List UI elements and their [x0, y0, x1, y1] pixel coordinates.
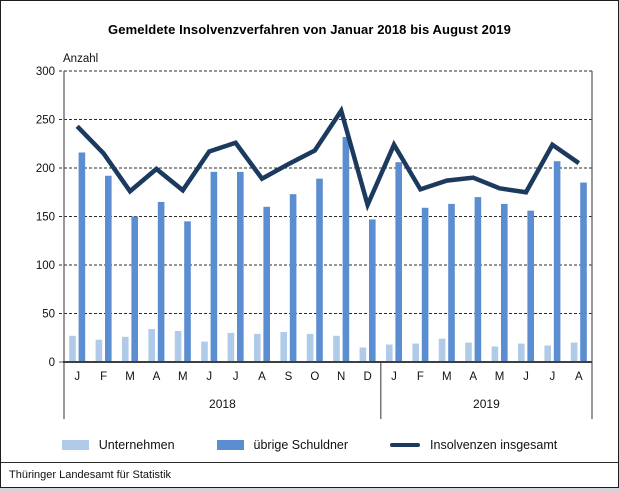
bar-uebrige-schuldner [78, 152, 86, 362]
legend: Unternehmen übrige Schuldner Insolvenzen… [1, 438, 618, 452]
x-month-label: O [310, 371, 319, 383]
bar-unternehmen [227, 332, 235, 362]
bar-unternehmen [148, 329, 155, 362]
y-tick-label: 200 [36, 163, 55, 175]
bar-uebrige-schuldner [527, 210, 534, 362]
bar-unternehmen [174, 330, 182, 362]
total-line [75, 105, 581, 212]
y-tick-label: 0 [49, 357, 55, 369]
x-month-label: A [469, 371, 477, 383]
bar-uebrige-schuldner [316, 178, 323, 362]
x-month-label: D [363, 371, 371, 383]
legend-item-insolvenzen-insgesamt: Insolvenzen insgesamt [390, 438, 557, 452]
x-month-label: A [575, 371, 583, 383]
bar-uebrige-schuldner [395, 162, 402, 362]
bar-uebrige-schuldner [184, 221, 191, 362]
x-year-label: 2018 [209, 397, 236, 411]
legend-label-unternehmen: Unternehmen [98, 438, 175, 452]
y-axis-unit-label: Anzahl [63, 53, 99, 65]
x-month-label: M [125, 371, 135, 383]
uebrige-schuldner-swatch-icon [216, 440, 244, 450]
x-month-label: F [100, 371, 107, 383]
bar-uebrige-schuldner [501, 203, 508, 362]
bar-uebrige-schuldner [157, 201, 165, 362]
y-tick-label: 250 [36, 115, 55, 127]
bar-uebrige-schuldner [369, 219, 376, 362]
bar-unternehmen [412, 343, 419, 362]
source-text: Thüringer Landesamt für Statistik [9, 469, 172, 481]
x-month-label: M [178, 371, 188, 383]
x-month-label: J [391, 371, 397, 383]
insolvenzen-insgesamt-line-swatch-icon [390, 442, 421, 448]
x-month-label: J [550, 371, 556, 383]
y-tick-label: 50 [42, 309, 55, 321]
chart-title: Gemeldete Insolvenzverfahren von Januar … [108, 22, 511, 37]
bar-unternehmen [122, 336, 129, 362]
bar-unternehmen [69, 335, 76, 362]
bar-unternehmen [386, 344, 393, 362]
bar-unternehmen [518, 343, 525, 362]
x-month-label: S [285, 371, 293, 383]
y-tick-label: 300 [36, 66, 55, 78]
bar-uebrige-schuldner [580, 182, 587, 362]
bar-uebrige-schuldner [289, 194, 297, 362]
x-month-label: J [74, 371, 80, 383]
x-month-label: F [417, 371, 424, 383]
x-month-label: A [153, 371, 161, 383]
bar-unternehmen [95, 339, 103, 362]
bar-unternehmen [570, 342, 578, 362]
x-year-label: 2019 [473, 397, 500, 411]
bar-unternehmen [306, 333, 314, 362]
bar-uebrige-schuldner [237, 171, 244, 362]
legend-label-uebrige-schuldner: übrige Schuldner [253, 438, 349, 452]
bar-unternehmen [465, 342, 472, 362]
legend-label-insolvenzen-insgesamt: Insolvenzen insgesamt [430, 438, 558, 452]
unternehmen-swatch-icon [61, 440, 89, 450]
bar-uebrige-schuldner [131, 216, 138, 362]
bar-uebrige-schuldner [553, 161, 561, 362]
bar-uebrige-schuldner [474, 197, 482, 362]
x-month-label: J [233, 371, 239, 383]
y-tick-label: 100 [36, 260, 55, 272]
bar-unternehmen [491, 346, 499, 362]
bar-uebrige-schuldner [448, 203, 455, 362]
bar-uebrige-schuldner [421, 207, 429, 362]
x-month-label: J [206, 371, 212, 383]
bar-uebrige-schuldner [210, 171, 218, 362]
x-month-label: J [523, 371, 529, 383]
x-month-label: N [337, 371, 345, 383]
y-tick-label: 150 [36, 212, 55, 224]
bar-unternehmen [438, 338, 446, 362]
bar-unternehmen [333, 335, 340, 362]
bar-uebrige-schuldner [105, 175, 112, 362]
legend-item-uebrige-schuldner: übrige Schuldner [216, 438, 349, 452]
plot-area: 0 50 100 150 200 250 300 J F M A M J J A S O N D J F M A M J J A 20… [36, 66, 593, 419]
bar-unternehmen [201, 341, 208, 362]
x-month-label: M [442, 371, 452, 383]
bar-unternehmen [254, 333, 261, 362]
x-month-label: M [495, 371, 505, 383]
bar-unternehmen [544, 345, 551, 362]
bar-uebrige-schuldner [342, 136, 350, 362]
x-month-label: A [258, 371, 266, 383]
bar-uebrige-schuldner [263, 206, 270, 362]
bar-unternehmen [359, 347, 367, 362]
bar-unternehmen [280, 331, 287, 362]
legend-item-unternehmen: Unternehmen [61, 438, 175, 452]
footer-divider [1, 462, 618, 463]
